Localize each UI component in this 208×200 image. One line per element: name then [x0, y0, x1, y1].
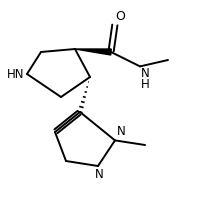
Text: N: N — [141, 67, 150, 80]
Text: N: N — [95, 168, 103, 181]
Text: HN: HN — [7, 68, 25, 80]
Text: N: N — [117, 125, 126, 138]
Polygon shape — [75, 49, 111, 55]
Text: H: H — [141, 78, 150, 91]
Text: O: O — [115, 10, 125, 23]
